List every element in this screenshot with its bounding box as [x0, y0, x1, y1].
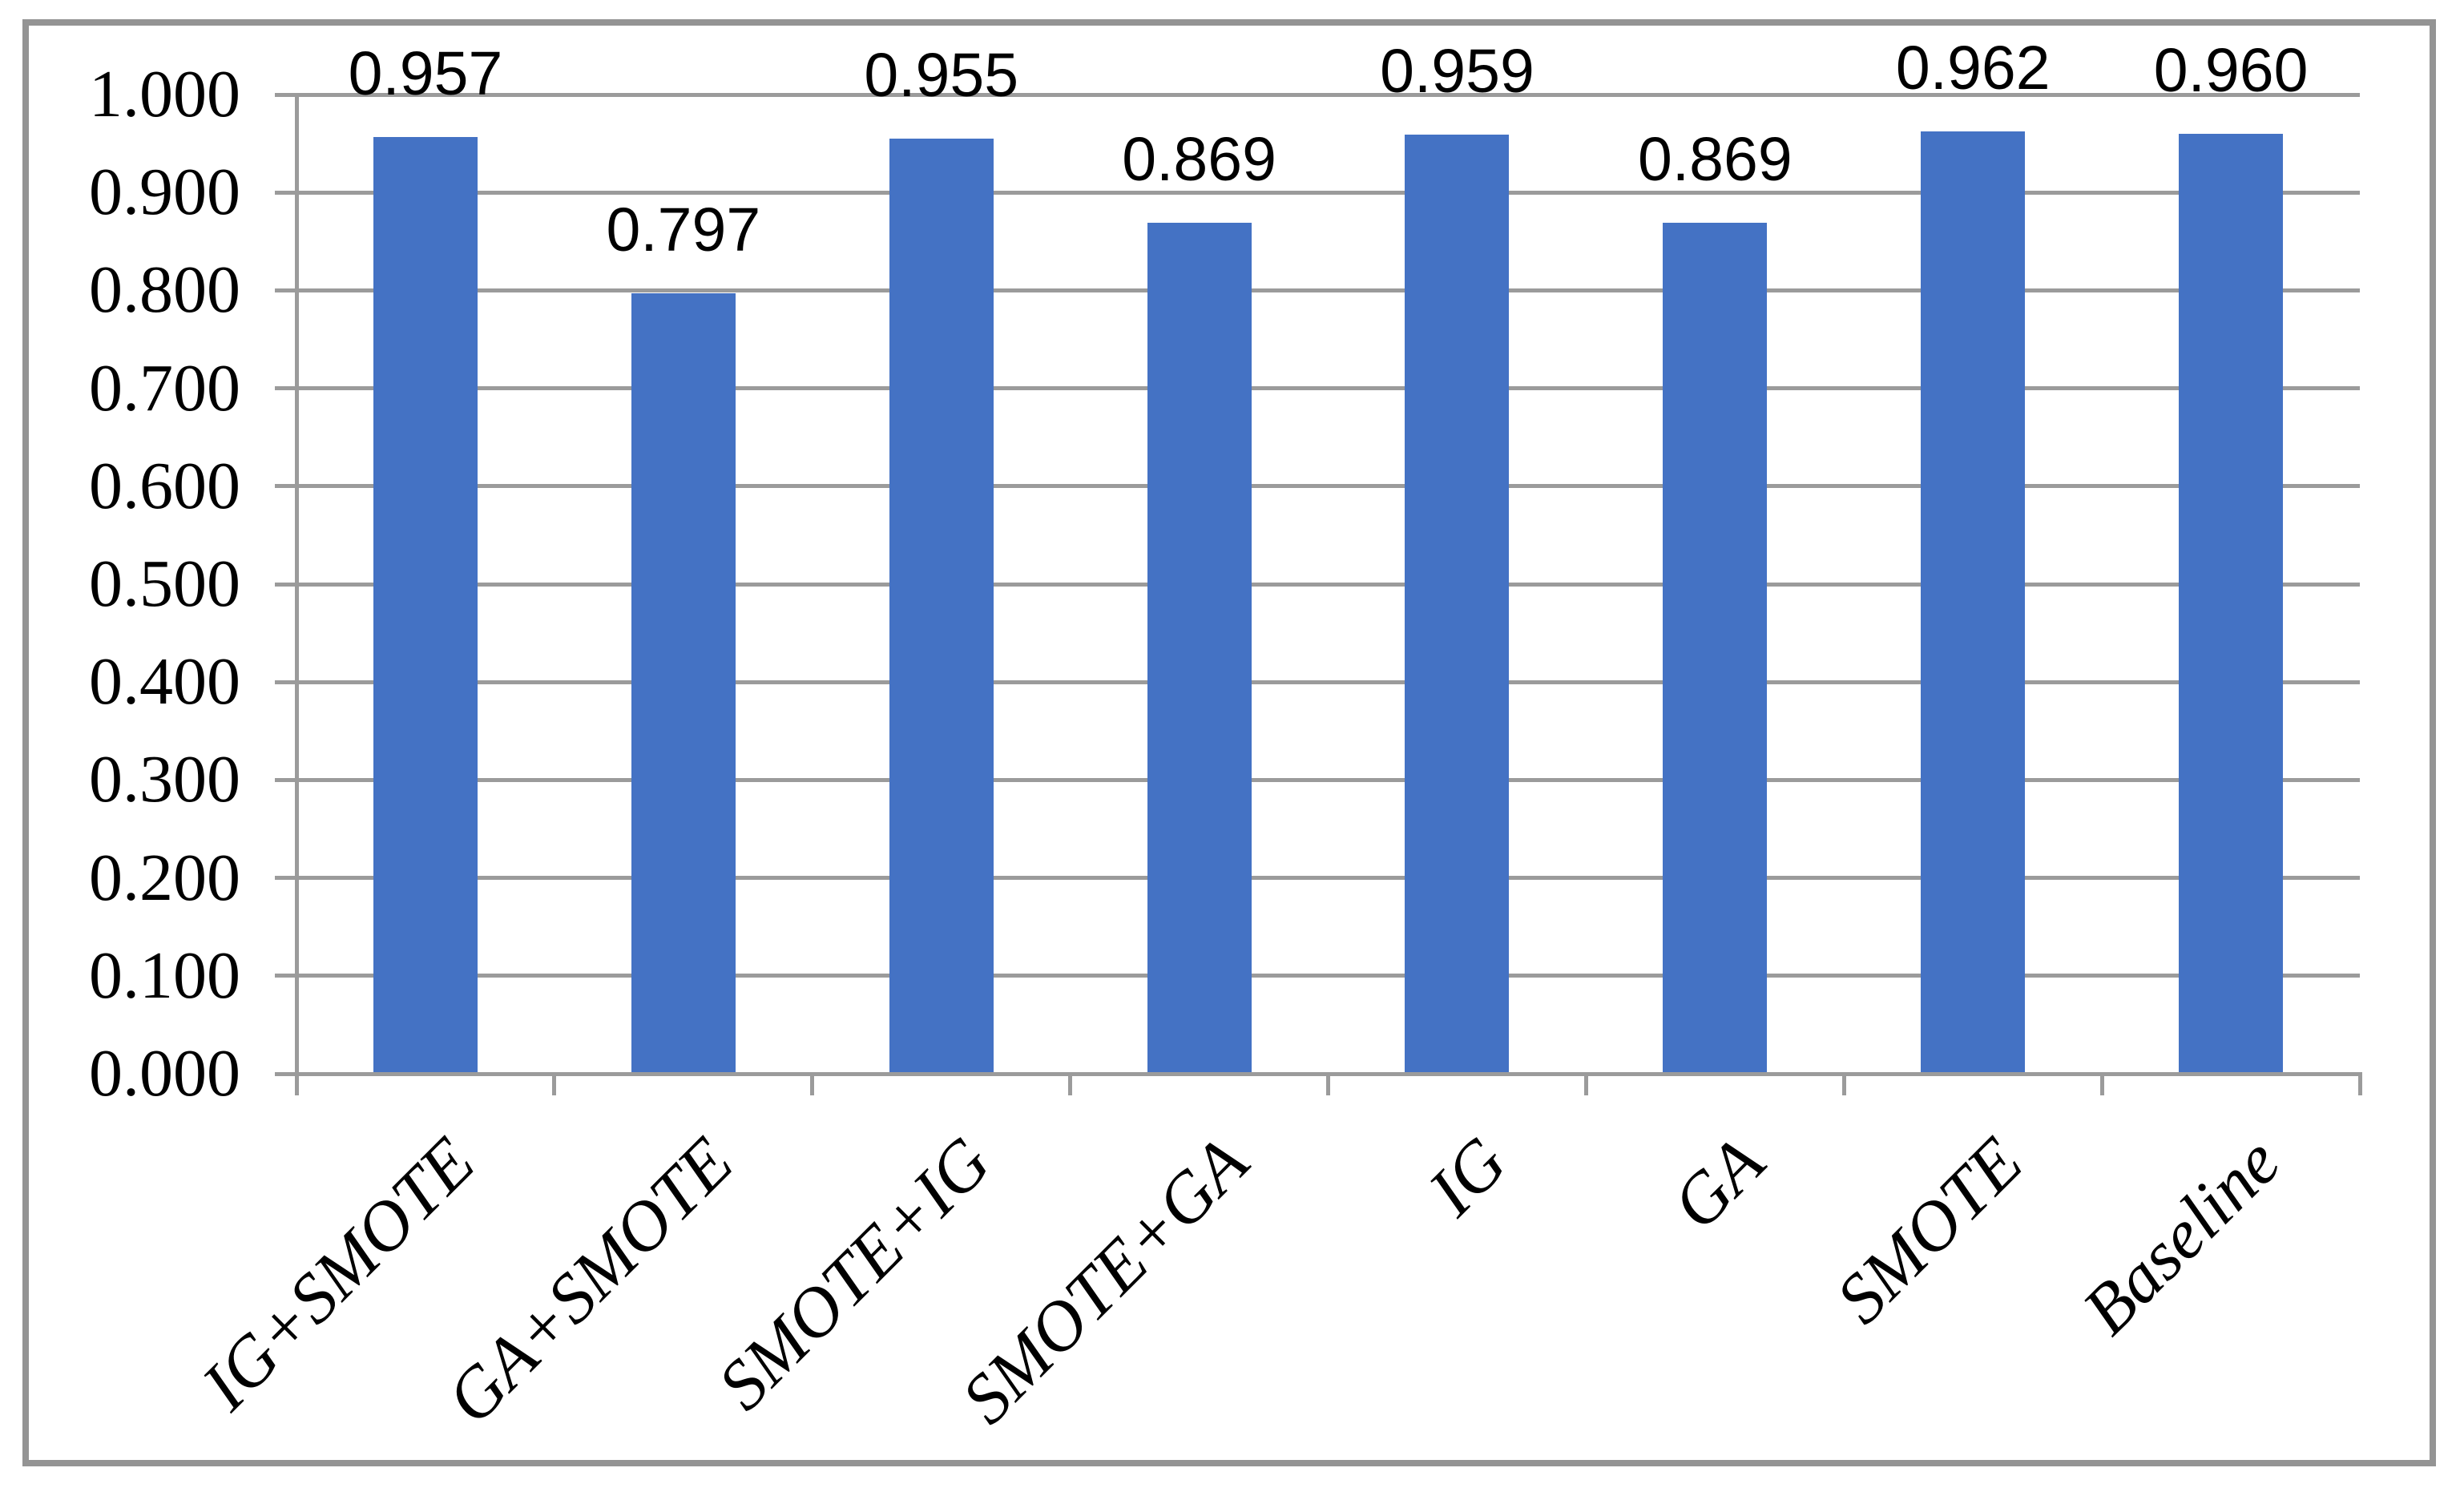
- y-axis-tick: [275, 777, 300, 782]
- y-tick-label: 1.000: [89, 57, 240, 131]
- y-tick-label: 0.900: [89, 155, 240, 230]
- y-axis-tick: [275, 974, 300, 978]
- y-axis-tick: [275, 190, 300, 195]
- y-tick-label: 0.700: [89, 350, 240, 425]
- bar: [1663, 223, 1768, 1072]
- y-axis-tick: [275, 288, 300, 292]
- y-tick-label: 0.000: [89, 1036, 240, 1111]
- bar: [1147, 223, 1252, 1072]
- bar: [631, 293, 736, 1072]
- gridline: [296, 582, 2360, 587]
- x-axis-tick: [2357, 1072, 2362, 1095]
- y-axis-tick: [275, 582, 300, 587]
- gridline: [296, 92, 2360, 97]
- x-axis-line: [275, 1071, 2360, 1076]
- bar-value-label: 0.869: [1122, 125, 1276, 195]
- bar-value-label: 0.959: [1380, 37, 1534, 107]
- y-axis-tick: [275, 484, 300, 489]
- bar-value-label: 0.955: [864, 40, 1019, 110]
- y-axis-tick: [275, 92, 300, 97]
- x-axis-tick: [1583, 1072, 1588, 1095]
- x-axis-tick: [552, 1072, 557, 1095]
- x-axis-tick: [1841, 1072, 1846, 1095]
- y-tick-label: 0.300: [89, 742, 240, 817]
- x-axis-tick: [1068, 1072, 1073, 1095]
- y-tick-label: 0.200: [89, 840, 240, 915]
- x-axis-tick: [2099, 1072, 2104, 1095]
- gridline: [296, 190, 2360, 195]
- x-axis-tick: [1326, 1072, 1330, 1095]
- gridline: [296, 386, 2360, 391]
- gridline: [296, 777, 2360, 782]
- y-tick-label: 0.400: [89, 644, 240, 720]
- y-tick-label: 0.800: [89, 252, 240, 328]
- y-axis-line: [295, 95, 299, 1079]
- bar-value-label: 0.869: [1637, 125, 1793, 195]
- gridline: [296, 484, 2360, 489]
- bar: [1405, 135, 1510, 1072]
- y-axis-tick: [275, 386, 300, 391]
- y-axis-tick: [275, 1071, 300, 1076]
- bar-value-label: 0.960: [2153, 35, 2309, 105]
- gridline: [296, 974, 2360, 978]
- bar: [373, 136, 478, 1072]
- y-tick-label: 0.600: [89, 448, 240, 523]
- y-tick-label: 0.100: [89, 938, 240, 1013]
- bar-value-label: 0.962: [1895, 34, 2051, 103]
- y-axis-tick: [275, 679, 300, 684]
- bar-value-label: 0.957: [348, 38, 503, 108]
- bar-value-label: 0.797: [606, 196, 761, 265]
- gridline: [296, 679, 2360, 684]
- y-tick-label: 0.500: [89, 546, 240, 621]
- x-axis-tick: [294, 1072, 299, 1095]
- figure-border: [22, 19, 2436, 1466]
- x-axis-tick: [810, 1072, 815, 1095]
- bar: [2179, 133, 2284, 1072]
- gridline: [296, 876, 2360, 881]
- bar: [889, 138, 994, 1072]
- gridline: [296, 288, 2360, 292]
- y-axis-tick: [275, 876, 300, 881]
- bar: [1921, 131, 2026, 1072]
